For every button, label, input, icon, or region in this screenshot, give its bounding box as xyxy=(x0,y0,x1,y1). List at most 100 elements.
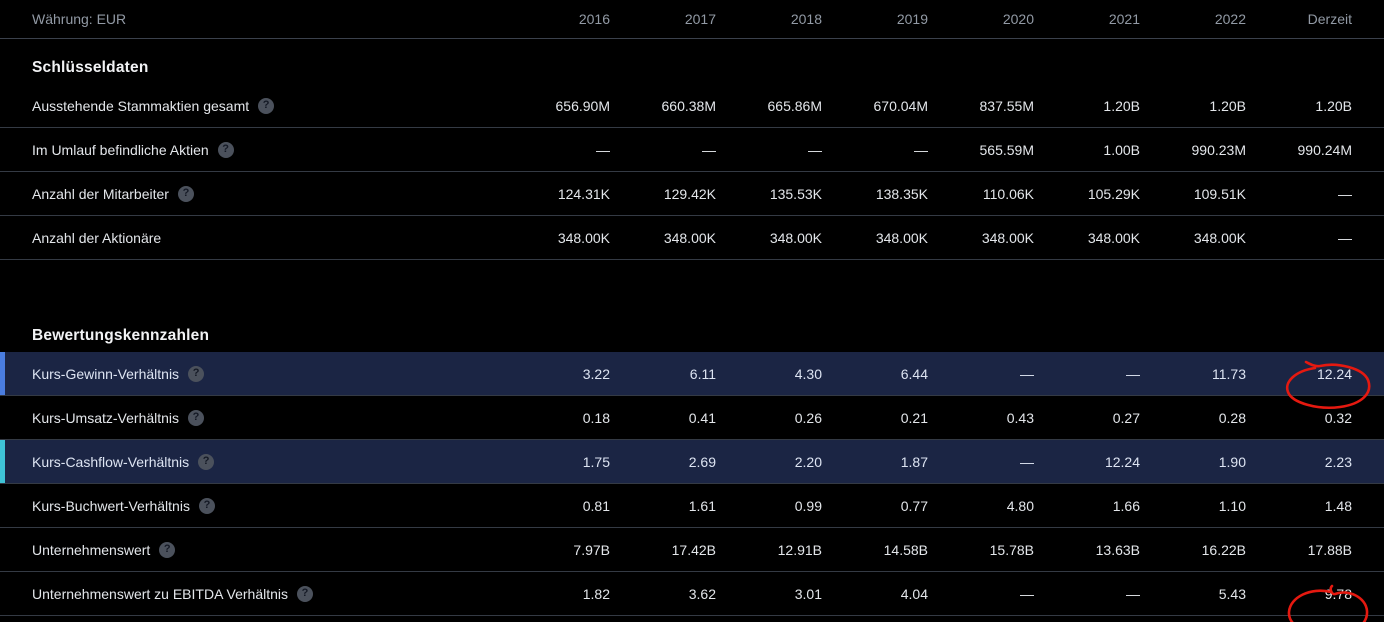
help-icon[interactable]: ? xyxy=(258,97,275,114)
row-label: Anzahl der Aktionäre xyxy=(32,229,162,246)
help-icon[interactable]: ? xyxy=(198,497,215,514)
row-label-cell: Kurs-Cashflow-Verhältnis? xyxy=(32,453,504,470)
table-sections: Schlüsseldaten Ausstehende Stammaktien ge… xyxy=(0,52,1384,622)
value-cell: 12.24 xyxy=(1104,453,1140,470)
section-title: Bewertungskennzahlen xyxy=(32,327,210,344)
row-label: Unternehmenswert xyxy=(32,541,151,558)
table-row: Anzahl der Aktionäre 348.00K 348.00K 348.00… xyxy=(0,216,1384,260)
value-cell: 1.66 xyxy=(1112,497,1140,514)
value-cell: 2.20 xyxy=(794,453,822,470)
row-label: Kurs-Gewinn-Verhältnis xyxy=(32,365,180,382)
value-cell: — xyxy=(1020,365,1034,382)
value-cell: 3.22 xyxy=(582,365,610,382)
value-cell: 16.22B xyxy=(1201,541,1246,558)
row-label-cell: Kurs-Umsatz-Verhältnis? xyxy=(32,409,504,426)
value-cell: 12.24 xyxy=(1246,360,1371,409)
value-cell: 105.29K xyxy=(1087,185,1140,202)
help-icon[interactable]: ? xyxy=(159,541,176,558)
currency-label: Währung: EUR xyxy=(32,11,127,27)
value-cell: 348.00K xyxy=(981,229,1034,246)
value-cell: 110.06K xyxy=(982,185,1034,202)
value-cell: — xyxy=(808,141,822,158)
help-icon[interactable]: ? xyxy=(198,453,215,470)
value-cell: 9.78 xyxy=(1246,584,1369,622)
value-cell: 1.61 xyxy=(688,497,716,514)
value-cell: 0.99 xyxy=(794,497,822,514)
value-cell: — xyxy=(1338,229,1352,246)
value-cell: 1.75 xyxy=(582,453,610,470)
value-cell: 129.42K xyxy=(663,185,716,202)
help-icon[interactable]: ? xyxy=(297,585,314,602)
table-row: Unternehmenswert zu EBITDA Verhältnis? 1.… xyxy=(0,572,1384,622)
value-cell: 17.88B xyxy=(1307,541,1352,558)
value-cell: 1.00B xyxy=(1103,141,1140,158)
value-cell: 11.73 xyxy=(1212,365,1246,382)
value-cell: 0.41 xyxy=(688,409,716,426)
value-cell: 1.90 xyxy=(1218,453,1246,470)
value-cell: 4.80 xyxy=(1006,497,1034,514)
year-column-header: 2021 xyxy=(1108,11,1140,27)
value-cell: 656.90M xyxy=(555,97,610,114)
row-label: Ausstehende Stammaktien gesamt xyxy=(32,97,250,114)
value-cell: 5.43 xyxy=(1218,585,1246,602)
row-label: Kurs-Cashflow-Verhältnis xyxy=(32,453,190,470)
year-column-header: 2017 xyxy=(684,11,716,27)
value-cell: — xyxy=(702,141,716,158)
value-cell: 1.20B xyxy=(1315,97,1352,114)
value-cell: 0.43 xyxy=(1006,409,1034,426)
row-label: Kurs-Buchwert-Verhältnis xyxy=(32,497,190,514)
value-cell: 109.51K xyxy=(1193,185,1246,202)
table-row: Ausstehende Stammaktien gesamt? 656.90M 66… xyxy=(0,84,1384,128)
value-cell: 348.00K xyxy=(557,229,610,246)
year-column-header: 2019 xyxy=(896,11,928,27)
help-icon[interactable]: ? xyxy=(188,365,205,382)
value-cell: — xyxy=(1020,585,1034,602)
value-cell: 1.48 xyxy=(1324,497,1352,514)
value-cell: 1.20B xyxy=(1209,97,1246,114)
help-icon[interactable]: ? xyxy=(188,409,205,426)
value-cell: 348.00K xyxy=(875,229,928,246)
value-cell: 7.97B xyxy=(573,541,610,558)
value-cell: 565.59M xyxy=(979,141,1034,158)
year-column-header: Derzeit xyxy=(1307,11,1352,27)
value-cell: — xyxy=(1020,453,1034,470)
table-row: Kurs-Buchwert-Verhältnis? 0.81 1.61 0.99 0.7… xyxy=(0,484,1384,528)
year-column-header: 2020 xyxy=(1002,11,1034,27)
help-icon[interactable]: ? xyxy=(177,185,194,202)
table-header-row: Währung: EUR 2016 2017 2018 2019 2020 2021 202… xyxy=(0,0,1384,39)
value-cell: 6.11 xyxy=(689,365,716,382)
table-row: Kurs-Gewinn-Verhältnis? 3.22 6.11 4.30 6.44 —… xyxy=(0,352,1384,409)
value-cell: 4.04 xyxy=(900,585,928,602)
table-row: Unternehmenswert? 7.97B 17.42B 12.91B 14.58B… xyxy=(0,528,1384,572)
value-cell: — xyxy=(1126,365,1140,382)
value-cell: 6.44 xyxy=(900,365,928,382)
value-cell: 0.77 xyxy=(900,497,928,514)
year-column-header: 2016 xyxy=(578,11,610,27)
value-cell: — xyxy=(1126,585,1140,602)
value-cell: 0.27 xyxy=(1112,409,1140,426)
value-cell: 348.00K xyxy=(769,229,822,246)
row-accent-bar xyxy=(0,440,5,483)
table-row: Kurs-Cashflow-Verhältnis? 1.75 2.69 2.20 1.8… xyxy=(0,440,1384,484)
value-cell: 124.31K xyxy=(557,185,610,202)
row-label-cell: Ausstehende Stammaktien gesamt? xyxy=(32,97,504,114)
red-circle-annotation xyxy=(1287,584,1369,622)
row-label-cell: Kurs-Gewinn-Verhältnis? xyxy=(32,365,504,382)
row-accent-bar xyxy=(0,352,5,395)
value-cell: 15.78B xyxy=(989,541,1034,558)
value-cell: 12.91B xyxy=(777,541,822,558)
value-cell: 665.86M xyxy=(767,97,822,114)
year-column-header: 2022 xyxy=(1214,11,1246,27)
value-cell: 670.04M xyxy=(873,97,928,114)
row-label: Unternehmenswert zu EBITDA Verhältnis xyxy=(32,585,289,602)
help-icon[interactable]: ? xyxy=(217,141,234,158)
value-cell: 17.42B xyxy=(671,541,716,558)
table-row: Anzahl der Mitarbeiter? 124.31K 129.42K 135… xyxy=(0,172,1384,216)
value-cell: 348.00K xyxy=(1087,229,1140,246)
row-label: Im Umlauf befindliche Aktien xyxy=(32,141,209,158)
value-cell: — xyxy=(596,141,610,158)
value-cell: — xyxy=(914,141,928,158)
value-cell: 837.55M xyxy=(979,97,1034,114)
value-cell: 0.21 xyxy=(900,409,928,426)
